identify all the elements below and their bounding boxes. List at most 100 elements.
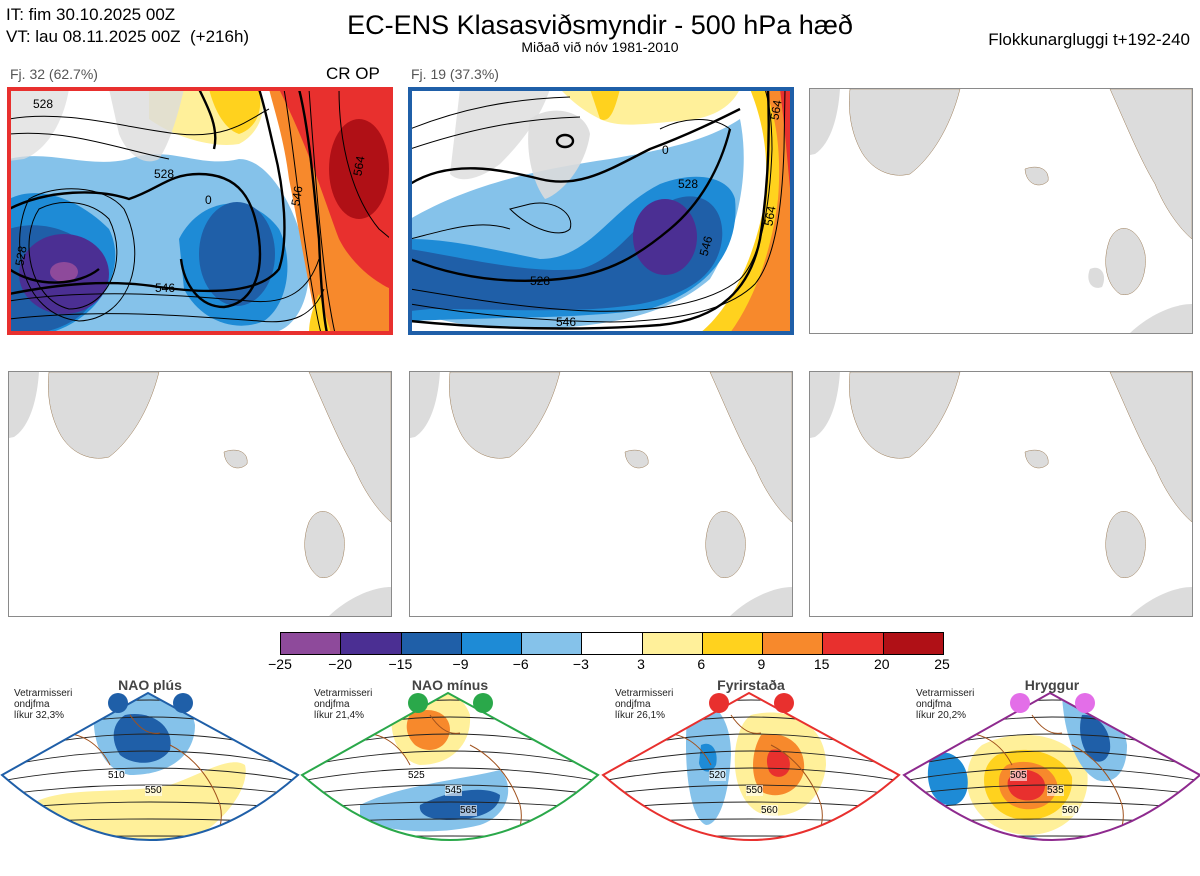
contour-label: 528	[678, 177, 699, 191]
land-outline	[9, 372, 391, 616]
colorbar-tick-label: 3	[637, 656, 645, 672]
regime-note-line: ondjfma	[314, 699, 350, 710]
regime-note: Vetrarmisseri ondjfma líkur 26,1%	[615, 688, 673, 721]
colorbar-tick-label: −15	[388, 656, 413, 672]
cluster-map-2: 528 528 546 546 564 564 0	[409, 88, 793, 334]
anomaly-area	[406, 710, 450, 750]
colorbar-segment	[883, 633, 943, 654]
height-contour	[2, 750, 298, 768]
regime-note-line: ondjfma	[916, 699, 952, 710]
height-contour	[302, 750, 598, 768]
cluster-map-2-svg	[410, 89, 792, 333]
colorbar	[280, 632, 944, 655]
cluster-map-1: 528 528 528 546 546 564 0	[8, 88, 392, 334]
regime-border	[300, 691, 600, 841]
regime-note-line: ondjfma	[14, 699, 50, 710]
regime-border	[902, 691, 1200, 841]
regime-dot	[1010, 693, 1030, 713]
colorbar-segment	[341, 633, 402, 654]
colorbar-tick-label: 6	[697, 656, 706, 672]
regime-dot	[173, 693, 193, 713]
colorbar-tick-label: 15	[813, 656, 830, 672]
height-contour	[603, 750, 899, 768]
colorbar-tick-label: 9	[757, 656, 766, 672]
valid-time-line: VT: lau 08.11.2025 00Z (+216h)	[6, 26, 249, 48]
colorbar-segment	[702, 633, 764, 654]
contour-label: 546	[556, 315, 577, 329]
regime-title: NAO plús	[118, 677, 182, 693]
regime-contour-label: 550	[145, 785, 162, 796]
empty-map-panel	[409, 371, 793, 617]
regime-panel: Hryggur Vetrarmisseri ondjfma líkur 20,2% 50…	[902, 675, 1200, 871]
colorbar-segment	[642, 633, 703, 654]
regime-dot	[709, 693, 729, 713]
colorbar-segment	[763, 633, 824, 654]
colorbar-segment	[281, 633, 342, 654]
anomaly-area	[1080, 714, 1111, 762]
regime-note-line: ondjfma	[615, 699, 651, 710]
regime-contour-label: 505	[1010, 770, 1027, 781]
colorbar-segment	[823, 633, 884, 654]
lead-time: (+216h)	[190, 27, 250, 46]
height-contour	[302, 767, 598, 782]
colorbar-segment	[461, 633, 523, 654]
regime-note-line: líkur 21,4%	[314, 710, 365, 721]
land-outline	[810, 89, 1192, 333]
clustering-window: Flokkunargluggi t+192-240	[988, 30, 1190, 49]
height-contour	[904, 767, 1200, 782]
regime-panel: Fyrirstaða Vetrarmisseri ondjfma líkur 26,1…	[601, 675, 901, 871]
regime-contour-label: 520	[709, 770, 726, 781]
height-contour	[302, 835, 598, 838]
empty-map-panel	[809, 371, 1193, 617]
colorbar-tick-label: −3	[572, 656, 589, 672]
regime-map	[0, 691, 300, 841]
regime-contour-label: 560	[1062, 805, 1079, 816]
regime-contour-label: 565	[460, 805, 477, 816]
regime-border	[0, 691, 300, 841]
cluster-2-label: Fj. 19 (37.3%)	[411, 66, 499, 82]
regime-contour-label: 550	[746, 785, 763, 796]
colorbar-tick-label: −25	[268, 656, 292, 672]
regime-dot	[473, 693, 493, 713]
regime-title: NAO mínus	[411, 677, 489, 693]
regime-panel: NAO mínus Vetrarmisseri ondjfma líkur 21,4%…	[300, 675, 600, 871]
height-contour	[904, 750, 1200, 768]
land-outline	[410, 372, 792, 616]
regime-title: Hryggur	[1024, 677, 1080, 693]
regime-dot	[408, 693, 428, 713]
contour-label: 546	[155, 281, 176, 295]
regime-note-line: Vetrarmisseri	[14, 688, 73, 699]
contour-label: 528	[530, 274, 551, 288]
height-contour	[603, 818, 899, 824]
regime-note-line: líkur 32,3%	[14, 710, 65, 721]
cluster-1-label: Fj. 32 (62.7%)	[10, 66, 98, 82]
regime-note-line: líkur 26,1%	[615, 710, 666, 721]
regime-note: Vetrarmisseri ondjfma líkur 20,2%	[916, 688, 974, 721]
empty-map-panel	[8, 371, 392, 617]
height-contour	[603, 767, 899, 782]
regime-contour-label: 525	[408, 770, 425, 781]
colorbar-segment	[522, 633, 583, 654]
anomaly-area	[766, 749, 790, 777]
regime-contour-label: 535	[1047, 785, 1064, 796]
anomaly-area	[699, 743, 717, 772]
page-subtitle: Miðað við nóv 1981-2010	[521, 39, 679, 55]
anomaly-area	[419, 789, 500, 820]
regime-note-line: Vetrarmisseri	[615, 688, 674, 699]
height-contour	[904, 835, 1200, 838]
anomaly-area	[30, 762, 246, 840]
regime-note-line: Vetrarmisseri	[314, 688, 373, 699]
contour-label: 0	[662, 143, 669, 157]
contour-label: 528	[154, 167, 175, 181]
regime-note: Vetrarmisseri ondjfma líkur 32,3%	[14, 688, 72, 721]
anomaly-area	[927, 752, 968, 806]
regime-dot	[1075, 693, 1095, 713]
contour-label: 0	[205, 193, 212, 207]
cluster-map-1-svg	[9, 89, 391, 333]
header-info: IT: fim 30.10.2025 00Z VT: lau 08.11.202…	[6, 4, 249, 48]
colorbar-ticks: −25 −20 −15 −9 −6 −3 3 6 9 15 20 25	[260, 656, 962, 676]
regime-contour-label: 560	[761, 805, 778, 816]
colorbar-tick-label: 25	[934, 656, 950, 672]
land-outline	[810, 372, 1192, 616]
regime-title: Fyrirstaða	[717, 677, 785, 693]
